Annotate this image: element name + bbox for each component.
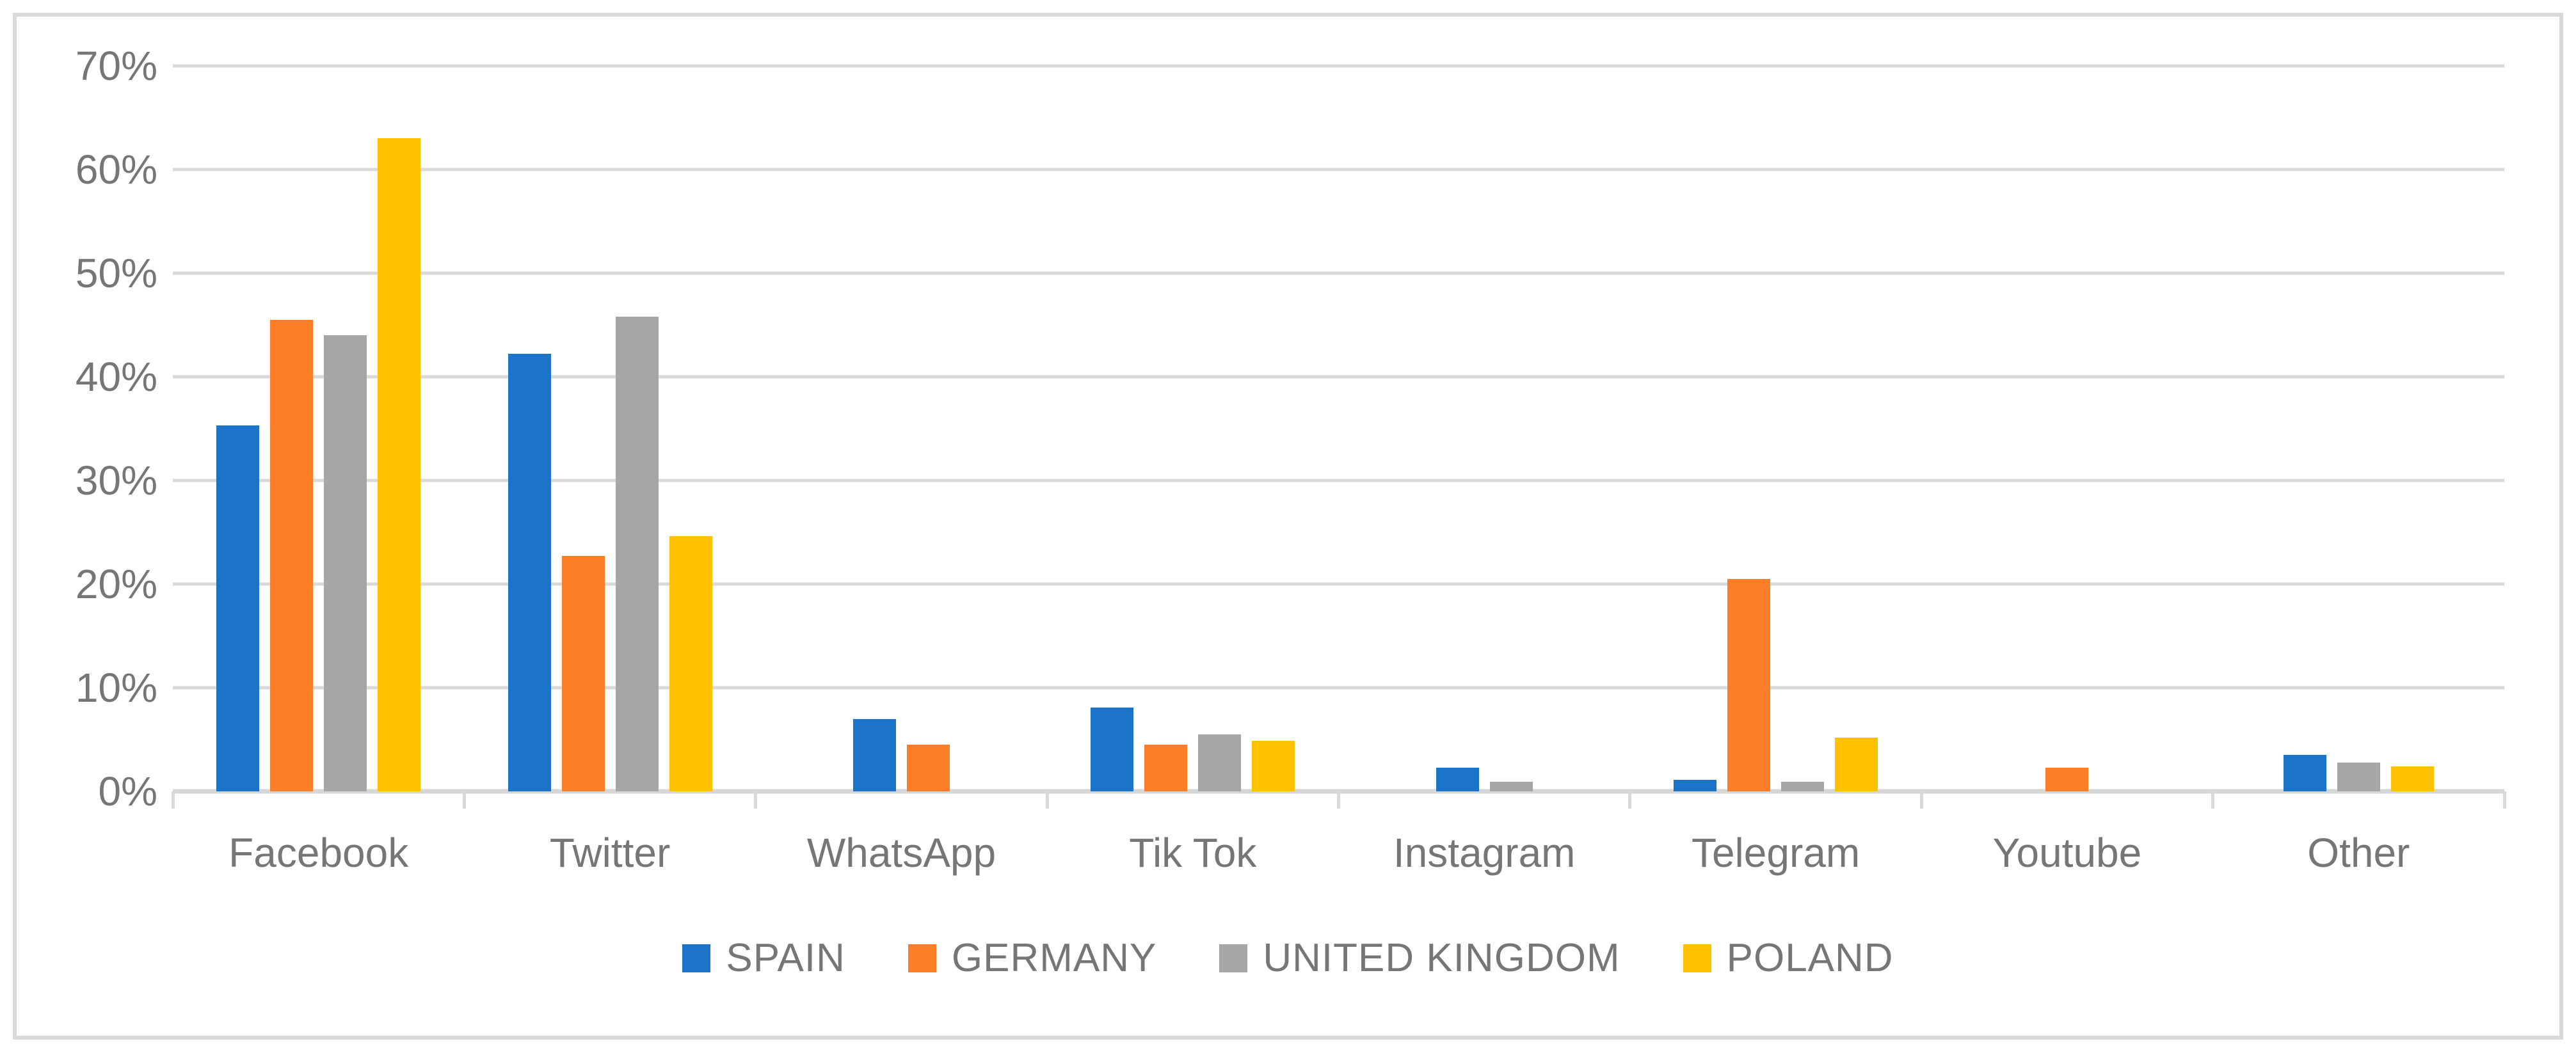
bar-germany-twitter <box>561 556 605 791</box>
bar-spain-other <box>2283 755 2326 791</box>
bar-group-twitter <box>464 66 755 791</box>
bar-group-other <box>2213 66 2504 791</box>
legend-swatch-united-kingdom <box>1219 944 1248 972</box>
category-label-instagram: Instagram <box>1393 830 1576 876</box>
bar-germany-facebook <box>270 319 314 791</box>
bar-united-kingdom-other <box>2337 762 2380 791</box>
y-axis-tick-label: 20% <box>75 561 157 607</box>
legend-swatch-germany <box>908 944 936 972</box>
legend-swatch-spain <box>682 944 711 972</box>
bar-group-facebook <box>173 66 464 791</box>
x-axis-tick <box>171 791 175 809</box>
y-axis-tick-label: 70% <box>75 43 157 89</box>
category-label-telegram: Telegram <box>1691 830 1860 876</box>
legend-label: UNITED KINGDOM <box>1263 936 1620 980</box>
category-label-twitter: Twitter <box>549 830 671 876</box>
y-axis-tick-label: 30% <box>75 457 157 503</box>
x-axis-tick <box>462 791 466 809</box>
legend-item-poland: POLAND <box>1683 935 1894 981</box>
bar-spain-facebook <box>216 425 260 791</box>
category-label-facebook: Facebook <box>228 830 409 876</box>
bar-poland-twitter <box>669 536 712 791</box>
bar-poland-telegram <box>1835 737 1878 791</box>
x-axis-tick <box>754 791 758 809</box>
y-axis-tick-label: 0% <box>98 768 158 814</box>
bar-group-tik-tok <box>1047 66 1338 791</box>
x-axis-tick <box>1337 791 1340 809</box>
bar-germany-telegram <box>1727 578 1771 791</box>
bar-united-kingdom-tik-tok <box>1198 734 1242 791</box>
gridline-20% <box>173 582 2504 586</box>
legend: SPAIN GERMANY UNITED KINGDOM POLAND <box>0 935 2576 981</box>
gridline-10% <box>173 686 2504 690</box>
bar-group-whatsapp <box>756 66 1047 791</box>
legend-item-united-kingdom: UNITED KINGDOM <box>1219 935 1620 981</box>
bar-spain-tik-tok <box>1091 707 1134 791</box>
x-axis-tick <box>1919 791 1923 809</box>
legend-label: SPAIN <box>726 936 845 980</box>
legend-swatch-poland <box>1683 944 1711 972</box>
bar-group-instagram <box>1339 66 1630 791</box>
bar-germany-whatsapp <box>906 745 950 791</box>
x-axis-tick <box>1628 791 1632 809</box>
legend-label: POLAND <box>1726 936 1894 980</box>
bar-spain-instagram <box>1436 767 1479 791</box>
legend-item-spain: SPAIN <box>682 935 845 981</box>
category-label-tik-tok: Tik Tok <box>1129 830 1257 876</box>
bar-spain-telegram <box>1674 780 1717 791</box>
category-label-whatsapp: WhatsApp <box>806 830 996 876</box>
bar-united-kingdom-facebook <box>324 335 367 791</box>
gridline-30% <box>173 479 2504 482</box>
bar-spain-whatsapp <box>852 718 896 791</box>
bar-spain-twitter <box>508 354 551 791</box>
y-axis-tick-label: 40% <box>75 354 157 400</box>
bar-poland-other <box>2390 766 2434 791</box>
gridline-60% <box>173 168 2504 171</box>
bar-group-youtube <box>1921 66 2212 791</box>
bar-united-kingdom-instagram <box>1489 782 1533 791</box>
x-axis-tick <box>2211 791 2215 809</box>
bar-united-kingdom-twitter <box>615 317 659 791</box>
bar-group-telegram <box>1630 66 1921 791</box>
chart-border <box>13 13 2563 1040</box>
y-axis-tick-label: 60% <box>75 146 157 193</box>
y-axis-tick-label: 10% <box>75 665 157 711</box>
gridline-70% <box>173 64 2504 68</box>
category-label-youtube: Youtube <box>1992 830 2142 876</box>
x-axis-tick <box>2502 791 2506 809</box>
bar-poland-tik-tok <box>1252 740 1295 791</box>
x-axis-tick <box>1045 791 1049 809</box>
legend-item-germany: GERMANY <box>908 935 1156 981</box>
legend-label: GERMANY <box>951 936 1157 980</box>
bar-united-kingdom-telegram <box>1781 782 1825 791</box>
gridline-40% <box>173 375 2504 379</box>
plot-area <box>173 64 2504 794</box>
bar-germany-tik-tok <box>1144 745 1188 791</box>
bar-poland-facebook <box>378 138 421 791</box>
category-label-other: Other <box>2307 830 2410 876</box>
y-axis-tick-label: 50% <box>75 250 157 296</box>
bar-germany-youtube <box>2045 767 2089 791</box>
gridline-50% <box>173 271 2504 275</box>
